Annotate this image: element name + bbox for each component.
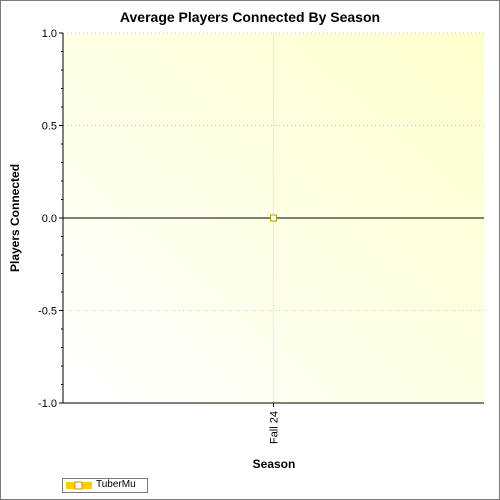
y-axis-label: Players Connected — [8, 164, 22, 272]
data-point — [270, 214, 277, 222]
chart-title: Average Players Connected By Season — [120, 9, 380, 25]
y-tick-label: 1.0 — [42, 28, 57, 40]
legend — [62, 478, 148, 493]
legend-label: TuberMu — [96, 479, 136, 490]
y-tick-label: 0.5 — [42, 121, 57, 133]
y-tick-label: 0.0 — [42, 213, 57, 225]
legend-swatch-icon — [66, 481, 92, 490]
mark-layer — [270, 214, 277, 222]
y-tick-label: -0.5 — [38, 306, 57, 318]
x-axis-label: Season — [253, 457, 296, 471]
y-tick-label: -1.0 — [38, 398, 57, 410]
x-tick-label: Fall 24 — [269, 411, 281, 444]
